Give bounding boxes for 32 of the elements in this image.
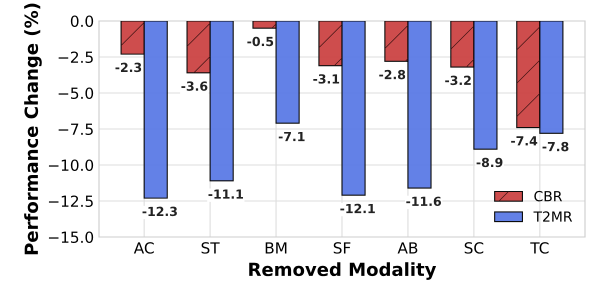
x-tick-label: BM: [266, 242, 286, 254]
y-tick-label: −5.0: [58, 87, 94, 100]
data-label: -3.2: [445, 76, 471, 86]
x-axis-title: Removed Modality: [249, 262, 436, 280]
x-tick-label: AB: [398, 242, 418, 254]
data-label: -12.3: [142, 206, 177, 216]
legend-label: T2MR: [534, 211, 572, 222]
x-tick-label: ST: [202, 242, 220, 254]
data-label: -0.5: [247, 36, 274, 46]
data-label: -7.1: [278, 132, 305, 142]
data-label: -3.1: [313, 74, 340, 84]
y-tick-label: −2.5: [58, 51, 93, 64]
y-axis-title: Performance Change (%): [24, 4, 42, 254]
data-label: -7.4: [511, 136, 538, 146]
y-tick-label: −12.5: [48, 195, 93, 208]
data-label: -11.6: [406, 196, 441, 206]
data-label: -8.9: [476, 158, 502, 168]
data-label: -2.3: [115, 62, 142, 72]
y-tick-label: −10.0: [48, 159, 94, 172]
data-label: -11.1: [208, 190, 243, 199]
x-tick-label: TC: [530, 242, 549, 254]
x-tick-label: SC: [464, 242, 484, 254]
data-label: -7.8: [542, 142, 568, 152]
x-tick-label: AC: [134, 242, 154, 254]
y-tick-label: −7.5: [58, 124, 93, 136]
x-tick-label: SF: [334, 242, 350, 254]
legend-label: CBR: [534, 190, 562, 202]
data-label: -3.6: [181, 81, 208, 91]
data-label: -2.8: [379, 70, 406, 80]
data-label: -12.1: [340, 204, 375, 214]
y-tick-label: −15.0: [48, 231, 94, 244]
y-tick-label: 0.0: [70, 15, 94, 28]
